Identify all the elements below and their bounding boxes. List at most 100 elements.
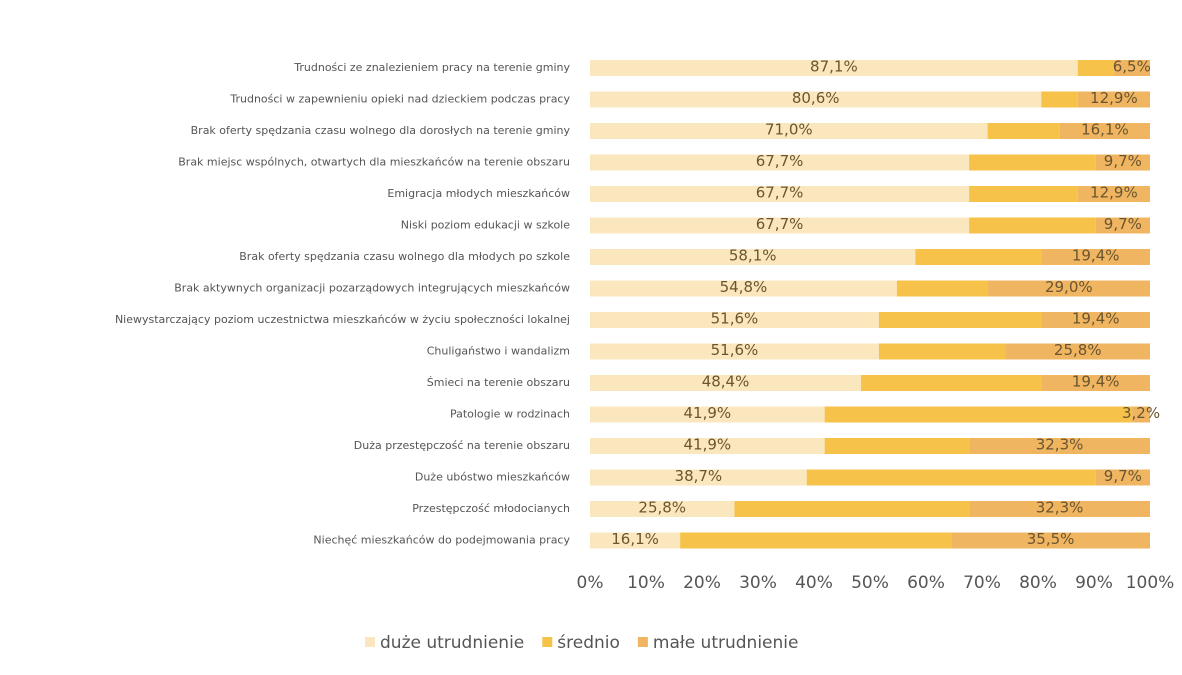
bar-segment [951,532,1150,549]
value-label: 16,1% [1081,121,1129,139]
value-label: 48,4% [702,373,750,391]
bar-segment [590,438,825,454]
bar-segment [1095,217,1150,234]
value-label: 9,7% [1104,467,1142,485]
category-label: Chuligaństwo i wandalizm [427,345,570,358]
legend-label: duże utrudnienie [380,633,524,653]
value-label: 19,4% [1072,247,1120,265]
category-label: Patologie w rodzinach [450,408,570,421]
bar-segment [590,406,825,423]
bar-segment [1059,123,1150,139]
bar-segment [1041,91,1078,108]
value-label: 54,8% [720,278,768,296]
category-label: Przestępczość młodocianych [412,502,570,515]
bar-segment [969,501,1150,517]
bar-segment [734,501,970,517]
value-label: 16,1% [611,530,659,548]
bar-segment [1132,406,1150,423]
bar-segment [590,91,1042,108]
legend-swatch [365,637,375,647]
bar-segment [987,280,1150,297]
value-label: 19,4% [1072,373,1120,391]
category-label: Emigracja młodych mieszkańców [387,187,570,200]
bar-segment [590,280,897,297]
value-label: 41,9% [683,404,731,422]
value-label: 38,7% [675,467,723,485]
bar-segment [590,532,681,549]
value-label: 6,5% [1113,58,1151,76]
bar-segment [806,469,1096,486]
x-tick-label: 20% [683,573,721,593]
bar-segment [1095,154,1150,171]
bar-segment [680,532,952,549]
bar-segment [590,469,807,486]
legend-label: średnio [557,633,620,653]
category-label: Duże ubóstwo mieszkańców [415,471,570,484]
x-tick-label: 30% [739,573,777,593]
bar-segment [1095,469,1150,486]
bar-segment [861,375,1042,391]
x-tick-label: 60% [907,573,945,593]
x-tick-label: 50% [851,573,889,593]
value-label: 3,2% [1122,404,1160,422]
legend-swatch [542,637,553,647]
value-label: 9,7% [1104,152,1142,170]
value-label: 25,8% [638,499,686,517]
bar-segment [590,123,988,139]
x-tick-label: 0% [577,573,604,593]
bar-segment [1113,60,1150,76]
value-label: 19,4% [1072,310,1120,328]
bar-segment [969,438,1150,454]
value-label: 35,5% [1027,530,1075,548]
bar-segment [590,60,1078,76]
bar-segment [590,501,735,517]
bar-segment [915,249,1042,265]
bar-segment [590,186,970,202]
value-label: 80,6% [792,89,840,107]
bar-segment [590,375,862,391]
bar-segment [1041,312,1150,328]
category-label: Trudności w zapewnieniu opieki nad dziec… [229,93,570,106]
value-label: 12,9% [1090,89,1138,107]
value-label: 51,6% [711,310,759,328]
value-label: 29,0% [1045,278,1093,296]
category-label: Niski poziom edukacji w szkole [401,219,570,232]
x-tick-label: 80% [1019,573,1057,593]
value-label: 9,7% [1104,215,1142,233]
bar-segment [896,280,988,297]
value-label: 32,3% [1036,436,1084,454]
x-tick-label: 70% [963,573,1001,593]
bar-segment [987,123,1060,139]
category-label: Trudności ze znalezieniem pracy na teren… [293,61,570,74]
category-label: Brak aktywnych organizacji pozarządowych… [174,282,570,295]
bar-segment [590,312,879,328]
bar-segment [590,343,879,360]
category-label: Brak oferty spędzania czasu wolnego dla … [239,250,570,263]
bar-segment [590,249,916,265]
category-label: Śmieci na terenie obszaru [427,376,570,389]
bar-segment [590,217,970,234]
x-tick-label: 100% [1126,573,1175,593]
bar-segment [824,406,1133,423]
value-label: 67,7% [756,215,804,233]
category-label: Brak oferty spędzania czasu wolnego dla … [191,124,571,137]
bar-segment [969,154,1096,171]
category-label: Niechęć mieszkańców do podejmowania prac… [313,534,570,547]
x-tick-label: 40% [795,573,833,593]
value-label: 12,9% [1090,184,1138,202]
bar-segment [1077,91,1150,108]
x-tick-label: 90% [1075,573,1113,593]
bar-segment [878,312,1042,328]
bar-segment [969,217,1096,234]
value-label: 67,7% [756,184,804,202]
bar-segment [1005,343,1150,360]
category-label: Duża przestępczość na terenie obszaru [354,439,570,452]
bar-segment [969,186,1078,202]
value-label: 71,0% [765,121,813,139]
bar-segment [878,343,1006,360]
legend-label: małe utrudnienie [653,633,799,653]
value-label: 67,7% [756,152,804,170]
value-label: 25,8% [1054,341,1102,359]
value-label: 58,1% [729,247,777,265]
